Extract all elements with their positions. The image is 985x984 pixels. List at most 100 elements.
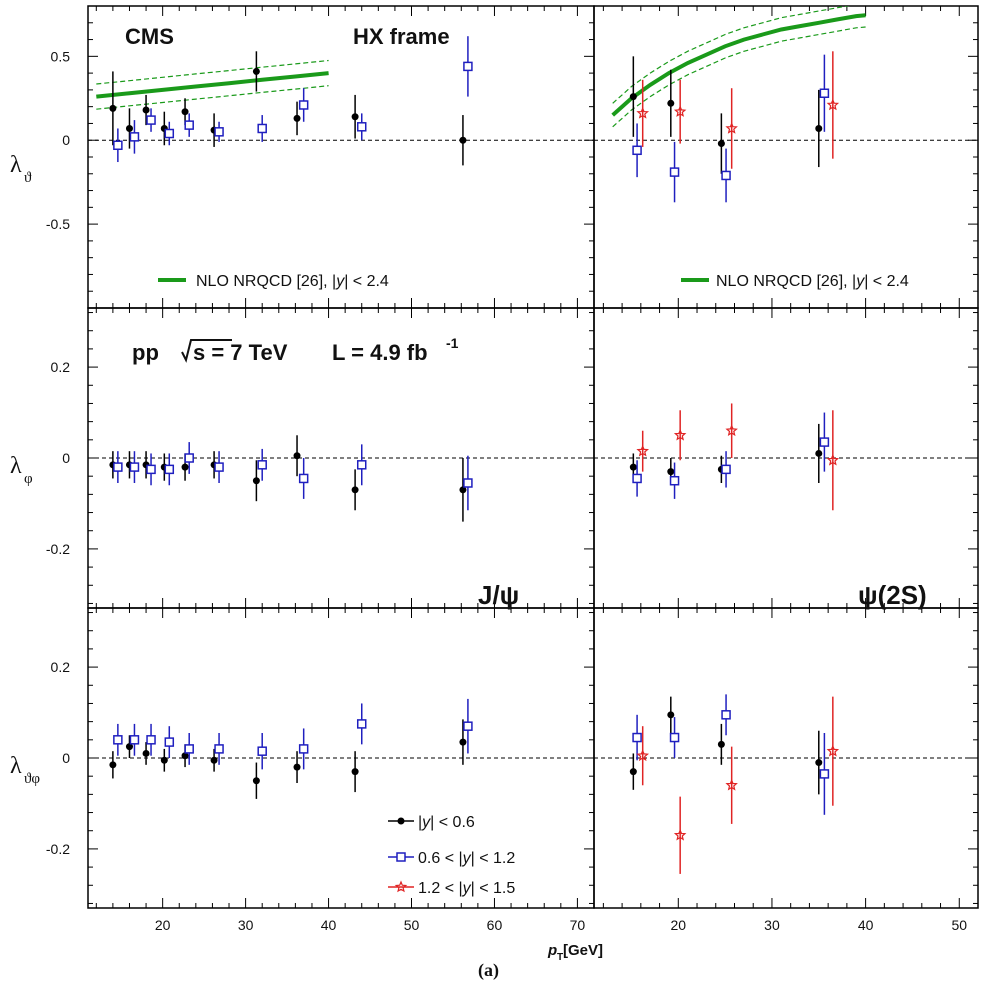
y-tick-label: 0 (62, 450, 70, 466)
data-point (459, 458, 467, 522)
data-point (142, 94, 150, 126)
theory-curve (611, 13, 866, 117)
square-marker (356, 460, 367, 470)
data-point (673, 796, 687, 874)
data-point (636, 79, 650, 147)
data-point (146, 108, 156, 132)
x-tick-label: 50 (951, 917, 967, 933)
star-marker (636, 444, 650, 457)
data-point (252, 762, 260, 799)
circle-marker (109, 104, 117, 112)
square-marker (257, 746, 267, 756)
data-point (129, 723, 140, 756)
square-marker (257, 123, 267, 134)
y-tick-label: 0.2 (51, 659, 71, 675)
data-point (184, 733, 194, 765)
square-marker (632, 473, 642, 484)
jpsi-label: J/ψ (478, 580, 519, 610)
square-marker (129, 735, 140, 745)
star-marker-icon (394, 880, 408, 893)
panel-frame (593, 5, 979, 309)
panel-lambda_phi-jpsi: -0.2 0 0.2 (46, 307, 595, 609)
data-point (113, 451, 123, 483)
circle-marker (293, 452, 301, 460)
data-point (164, 453, 175, 486)
sqrt-s-label: s = 7 TeV (193, 340, 288, 365)
data-point (717, 723, 725, 765)
data-point (819, 412, 830, 472)
square-marker (113, 140, 123, 151)
square-marker (113, 735, 123, 745)
data-point (298, 88, 309, 122)
square-marker (184, 453, 194, 463)
svg-text:[GeV]: [GeV] (563, 942, 603, 959)
data-point (815, 423, 823, 483)
x-tick-label: 60 (487, 917, 503, 933)
square-marker-icon (396, 852, 406, 862)
data-point (463, 36, 473, 97)
circle-marker (181, 463, 189, 471)
legend-label: 0.6 < |y| < 1.2 (418, 850, 515, 867)
legend-entry-red: 1.2 < |y| < 1.5 (388, 880, 515, 897)
square-marker (721, 464, 731, 475)
data-point (667, 69, 675, 137)
lumi-label: L = 4.9 fb (332, 340, 428, 365)
data-point (725, 403, 738, 458)
data-point (725, 746, 738, 824)
data-point (673, 410, 687, 461)
circle-marker (815, 449, 823, 457)
x-tick-label: 40 (858, 917, 874, 933)
cms-label: CMS (125, 24, 174, 49)
square-marker (819, 769, 830, 779)
square-marker (129, 132, 140, 142)
svg-text:p: p (547, 942, 557, 959)
data-point (146, 723, 156, 756)
data-point (109, 751, 117, 779)
circle-marker (181, 752, 189, 760)
data-point (819, 733, 830, 815)
data-point (214, 451, 224, 483)
star-marker (725, 121, 738, 134)
data-point (125, 735, 133, 758)
legend-label: 1.2 < |y| < 1.5 (418, 880, 515, 897)
x-tick-label: 20 (671, 917, 687, 933)
square-marker (298, 473, 309, 484)
data-point (667, 696, 675, 733)
y-tick-label: -0.5 (46, 216, 70, 232)
data-point (109, 71, 117, 146)
panel-lambda_phi-psi2s (593, 307, 979, 609)
circle-marker (210, 756, 218, 764)
x-tick-label: 30 (238, 917, 254, 933)
circle-marker (293, 114, 301, 122)
svg-text:λ: λ (10, 152, 22, 178)
data-point (815, 89, 823, 168)
xlabel: p T [GeV] (547, 942, 603, 963)
theory-curve (96, 71, 329, 99)
circle-marker (351, 768, 359, 776)
circle-marker (815, 759, 823, 767)
data-point (113, 128, 123, 163)
circle-marker (717, 740, 725, 748)
ylabel-theta: λ ϑ (10, 152, 32, 186)
square-marker (819, 437, 830, 447)
data-point (214, 733, 224, 765)
star-marker (826, 744, 840, 757)
square-marker (356, 122, 367, 132)
square-marker (463, 478, 473, 488)
data-point (725, 88, 738, 169)
circle-marker (459, 136, 467, 144)
panel-frame (87, 5, 595, 309)
square-marker (146, 464, 156, 475)
svg-text:φ: φ (24, 471, 33, 487)
star-marker (673, 105, 687, 117)
data-point (293, 751, 301, 783)
star-marker (725, 778, 738, 791)
circle-marker-icon (397, 817, 405, 825)
data-point (669, 141, 680, 203)
ylabel-phi: λ φ (10, 453, 33, 487)
circle-marker (142, 106, 150, 114)
circle-marker (293, 763, 301, 771)
square-marker (257, 460, 267, 470)
square-marker (214, 127, 224, 137)
theory-band-jpsi (96, 59, 329, 110)
